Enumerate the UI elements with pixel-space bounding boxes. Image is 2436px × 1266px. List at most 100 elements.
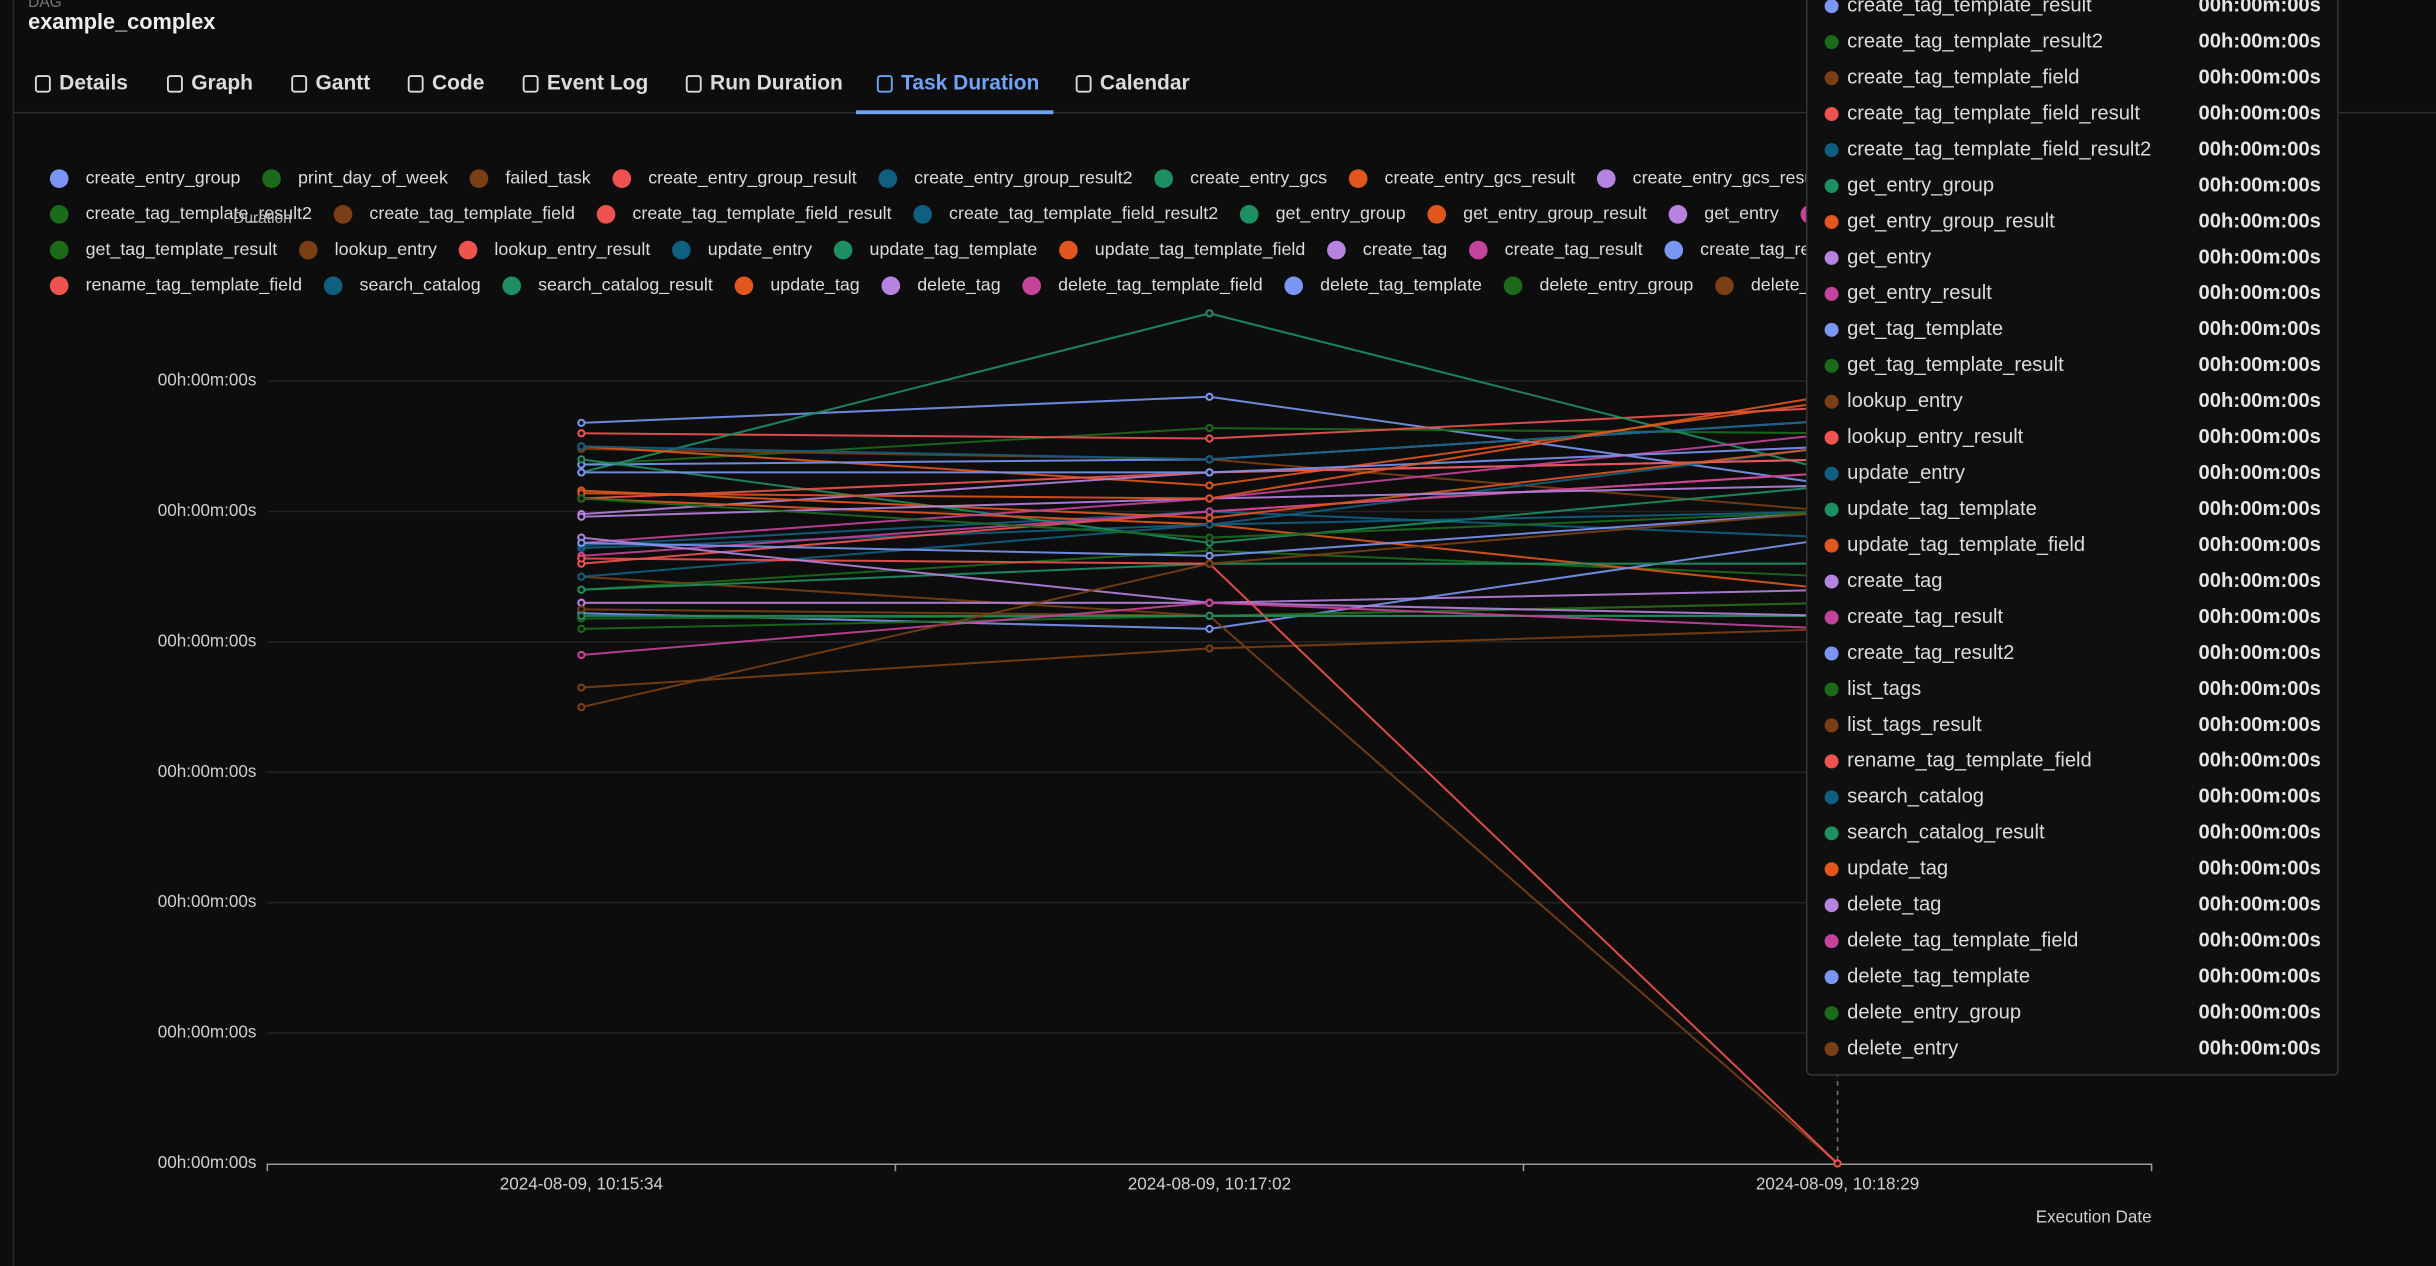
legend-swatch[interactable]	[458, 240, 478, 260]
data-point	[1205, 455, 1214, 464]
legend-label[interactable]: delete_tag_template_field	[1058, 275, 1263, 296]
tooltip-swatch	[1824, 1006, 1839, 1021]
legend-swatch[interactable]	[1715, 276, 1734, 296]
tooltip-name: create_tag_template_field_result2	[1847, 138, 2151, 160]
legend-swatch[interactable]	[833, 240, 853, 260]
legend-swatch[interactable]	[881, 276, 901, 296]
legend-label[interactable]: delete_tag_template	[1320, 275, 1482, 296]
tooltip-name: get_entry	[1847, 246, 1932, 268]
legend-label[interactable]: print_day_of_week	[298, 167, 448, 188]
legend-label[interactable]: get_entry	[1704, 203, 1779, 224]
tooltip-value: 00h:00m:00s	[2199, 534, 2321, 556]
legend-label[interactable]: rename_tag_template_field	[86, 275, 302, 296]
tab[interactable]: Task Duration	[901, 71, 1039, 94]
tooltip-value: 00h:00m:00s	[2199, 678, 2321, 700]
legend-label[interactable]: create_tag_template_field_result	[632, 203, 891, 224]
tooltip-swatch	[1824, 358, 1839, 373]
tooltip-value: 00h:00m:00s	[2199, 822, 2321, 844]
legend-swatch[interactable]	[1154, 169, 1174, 188]
tab[interactable]: Calendar	[1100, 71, 1190, 94]
data-point	[577, 650, 586, 660]
legend-swatch[interactable]	[49, 240, 69, 260]
data-point	[577, 455, 586, 464]
legend-swatch[interactable]	[502, 276, 522, 296]
legend-swatch[interactable]	[672, 240, 691, 260]
tab[interactable]: Graph	[191, 71, 253, 94]
tab[interactable]: Run Duration	[710, 71, 843, 94]
legend-swatch[interactable]	[1468, 240, 1488, 260]
tooltip-value: 00h:00m:00s	[2199, 606, 2321, 628]
tab[interactable]: Code	[432, 71, 484, 94]
legend-label[interactable]: create_entry_gcs_result2	[1633, 167, 1834, 188]
legend-swatch[interactable]	[1503, 276, 1523, 296]
legend-label[interactable]: lookup_entry	[335, 239, 437, 260]
x-tick-label: 2024-08-09, 10:15:34	[500, 1175, 663, 1194]
legend-label[interactable]: search_catalog_result	[538, 275, 713, 296]
tooltip-swatch	[1824, 646, 1839, 661]
legend-label[interactable]: create_entry_group_result	[648, 167, 857, 188]
tooltip-name: search_catalog	[1847, 786, 1984, 808]
legend-label[interactable]: create_entry_group	[86, 167, 241, 188]
tab-icon	[166, 75, 183, 93]
legend-swatch[interactable]	[1668, 205, 1688, 224]
legend-label[interactable]: failed_task	[505, 167, 590, 188]
legend-swatch[interactable]	[49, 276, 69, 296]
legend-swatch[interactable]	[49, 205, 69, 224]
legend-swatch[interactable]	[1022, 276, 1042, 296]
legend-swatch[interactable]	[1427, 205, 1447, 224]
legend-swatch[interactable]	[1664, 240, 1684, 260]
legend-label[interactable]: get_entry_group_result	[1463, 203, 1647, 224]
legend-label[interactable]: create_entry_gcs_result	[1385, 167, 1576, 188]
legend-swatch[interactable]	[878, 169, 898, 188]
y-tick-label: 00h:00m:00s	[158, 501, 257, 520]
legend-label[interactable]: lookup_entry_result	[494, 239, 650, 260]
legend-label[interactable]: get_entry_group	[1276, 203, 1406, 224]
tooltip-swatch	[1824, 754, 1839, 769]
legend-swatch[interactable]	[1348, 169, 1368, 188]
y-axis-label: Duration	[233, 210, 292, 227]
legend-swatch[interactable]	[734, 276, 754, 296]
legend-swatch[interactable]	[469, 169, 489, 188]
tooltip-swatch	[1824, 574, 1839, 589]
legend-swatch[interactable]	[49, 169, 69, 188]
legend-label[interactable]: get_tag_template_result	[86, 239, 278, 260]
data-point	[1205, 468, 1214, 477]
legend-swatch[interactable]	[262, 169, 281, 188]
tab[interactable]: Details	[59, 71, 128, 94]
legend-label[interactable]: delete_tag	[917, 275, 1000, 296]
legend-swatch[interactable]	[323, 276, 343, 296]
legend-label[interactable]: update_tag	[770, 275, 859, 296]
tooltip-swatch	[1824, 718, 1839, 733]
legend-swatch[interactable]	[1059, 240, 1078, 260]
legend-swatch[interactable]	[1596, 169, 1616, 188]
legend-swatch[interactable]	[913, 205, 932, 224]
legend-label[interactable]: delete_entry_group	[1539, 275, 1693, 296]
legend-swatch[interactable]	[1239, 205, 1259, 224]
tab-icon	[291, 75, 308, 93]
legend-label[interactable]: create_tag_template_result2	[86, 203, 312, 224]
legend-label[interactable]: create_tag_result	[1505, 239, 1643, 260]
legend-label[interactable]: create_entry_gcs	[1190, 167, 1327, 188]
tab-icon	[522, 75, 539, 93]
legend-swatch[interactable]	[596, 205, 616, 224]
legend-label[interactable]: update_tag_template	[870, 239, 1038, 260]
legend-swatch[interactable]	[1327, 240, 1346, 260]
tooltip-swatch	[1824, 790, 1839, 805]
legend-label[interactable]: search_catalog	[360, 275, 481, 296]
legend-label[interactable]: create_tag	[1363, 239, 1447, 260]
x-axis-label: Execution Date	[2036, 1207, 2152, 1226]
legend-label[interactable]: update_entry	[708, 239, 812, 260]
tab[interactable]: Event Log	[547, 71, 648, 94]
legend-swatch[interactable]	[612, 169, 632, 188]
legend-swatch[interactable]	[1284, 276, 1304, 296]
tooltip-value: 00h:00m:00s	[2199, 1037, 2321, 1059]
tab[interactable]: Gantt	[315, 71, 370, 94]
legend-label[interactable]: create_tag_template_field	[369, 203, 575, 224]
legend-label[interactable]: update_tag_template_field	[1095, 239, 1306, 260]
legend-swatch[interactable]	[298, 240, 318, 260]
legend-label[interactable]: create_tag_template_field_result2	[949, 203, 1218, 224]
legend-label[interactable]: create_entry_group_result2	[914, 167, 1132, 188]
data-point	[1205, 481, 1214, 490]
tab-bar: Details Graph Gantt Code Event Log Run Durati…	[34, 71, 1190, 115]
legend-swatch[interactable]	[333, 205, 353, 224]
